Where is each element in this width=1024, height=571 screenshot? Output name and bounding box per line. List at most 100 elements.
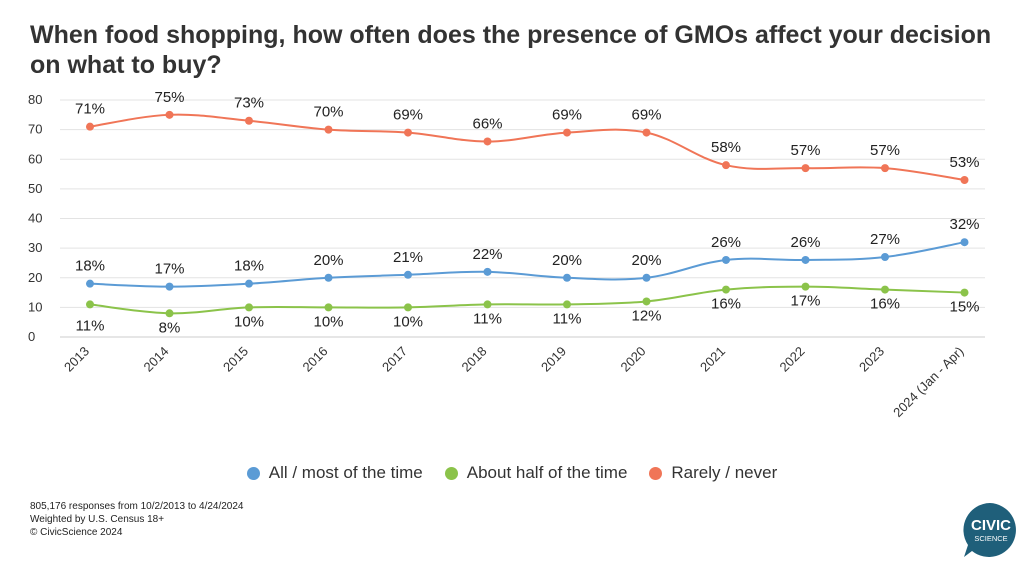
data-point — [324, 303, 333, 312]
data-label: 26% — [711, 234, 741, 251]
footnotes: 805,176 responses from 10/2/2013 to 4/24… — [30, 500, 244, 539]
data-point — [881, 253, 889, 262]
line-chart: 0 10 20 30 40 50 60 70 80 2013 2014 2015 2016 2017 201… — [28, 89, 985, 421]
legend-swatch — [444, 466, 458, 480]
data-label: 75% — [154, 89, 184, 106]
data-label: 10% — [393, 313, 423, 330]
y-tick-label: 0 — [28, 329, 35, 344]
data-label: 20% — [552, 252, 582, 269]
data-label: 15% — [949, 299, 979, 316]
x-tick-label: 2013 — [61, 344, 92, 375]
data-point — [642, 273, 651, 282]
data-point — [165, 309, 174, 318]
data-point — [960, 288, 969, 297]
y-tick-label: 20 — [28, 270, 42, 285]
data-point — [960, 175, 969, 184]
data-point — [165, 110, 174, 119]
data-point — [563, 273, 571, 282]
data-label: 21% — [393, 249, 423, 266]
y-tick-label: 70 — [28, 122, 42, 137]
data-label: 11% — [473, 310, 502, 327]
x-tick-label: 2021 — [697, 344, 728, 375]
data-label: 18% — [75, 258, 105, 275]
x-tick-label: 2022 — [777, 344, 808, 375]
data-label: 8% — [159, 319, 181, 336]
series-line — [89, 241, 965, 288]
x-tick-label: 2015 — [220, 344, 251, 375]
data-label: 69% — [552, 107, 582, 124]
x-tick-label: 2014 — [141, 344, 172, 375]
data-label: 10% — [234, 313, 264, 330]
legend-item: All / most of the time — [246, 463, 423, 483]
chart-legend: All / most of the time About half of the … — [0, 463, 1024, 483]
x-tick-label: 2016 — [300, 344, 331, 375]
data-label: 71% — [75, 101, 105, 118]
footnote-copyright: © CivicScience 2024 — [30, 527, 123, 538]
y-tick-label: 50 — [28, 181, 42, 196]
data-point — [483, 137, 492, 146]
data-label: 12% — [631, 307, 661, 324]
x-tick-label: 2018 — [459, 344, 490, 375]
data-point — [722, 255, 730, 264]
data-point — [881, 285, 889, 294]
data-point — [324, 125, 333, 134]
data-label: 73% — [234, 95, 264, 112]
data-label: 17% — [790, 293, 820, 310]
data-point — [722, 285, 730, 294]
legend-label: About half of the time — [466, 463, 628, 482]
y-tick-label: 40 — [28, 211, 42, 226]
data-point — [245, 116, 253, 125]
data-point — [960, 238, 969, 247]
chart-title: When food shopping, how often does the p… — [30, 21, 992, 79]
data-label: 26% — [790, 234, 820, 251]
x-tick-label: 2020 — [618, 344, 649, 375]
legend-item: Rarely / never — [649, 463, 777, 483]
footnote-responses: 805,176 responses from 10/2/2013 to 4/24… — [30, 501, 244, 512]
data-point — [404, 128, 412, 137]
data-label: 32% — [949, 216, 979, 233]
data-point — [801, 164, 810, 173]
data-point — [404, 270, 412, 279]
data-point — [722, 161, 730, 170]
x-tick-label: 2024 (Jan - Apr) — [890, 344, 967, 421]
data-label: 16% — [870, 296, 900, 313]
data-point — [801, 255, 810, 264]
x-tick-label: 2017 — [379, 344, 410, 375]
data-label: 20% — [313, 252, 343, 269]
data-label: 53% — [949, 154, 979, 171]
data-label: 69% — [631, 107, 661, 124]
data-point — [86, 279, 94, 288]
data-label: 10% — [313, 313, 343, 330]
data-point — [324, 273, 333, 282]
data-point — [483, 267, 492, 276]
data-label: 69% — [393, 107, 423, 124]
data-label: 58% — [711, 139, 741, 156]
data-point — [245, 279, 253, 288]
data-point — [86, 122, 94, 131]
data-label: 57% — [790, 142, 820, 159]
legend-label: Rarely / never — [671, 463, 778, 482]
series-line — [89, 113, 965, 181]
data-label: 11% — [553, 310, 582, 327]
legend-swatch — [246, 466, 260, 480]
data-point — [165, 282, 174, 291]
data-label: 70% — [313, 104, 343, 121]
data-label: 22% — [472, 246, 502, 263]
data-label: 11% — [76, 317, 105, 334]
y-tick-label: 10 — [28, 299, 42, 314]
civicscience-logo: CIVIC SCIENCE — [963, 503, 1016, 557]
y-tick-label: 60 — [28, 151, 42, 166]
data-point — [245, 303, 253, 312]
data-point — [642, 128, 651, 137]
data-label: 18% — [234, 258, 264, 275]
legend-swatch — [649, 466, 663, 480]
footnote-weighting: Weighted by U.S. Census 18+ — [30, 514, 165, 525]
data-point — [801, 282, 810, 291]
legend-item: About half of the time — [444, 463, 628, 483]
series-line — [89, 285, 965, 315]
data-point — [881, 164, 889, 173]
x-tick-label: 2023 — [856, 344, 887, 375]
data-label: 66% — [472, 115, 502, 132]
data-label: 16% — [711, 296, 741, 313]
